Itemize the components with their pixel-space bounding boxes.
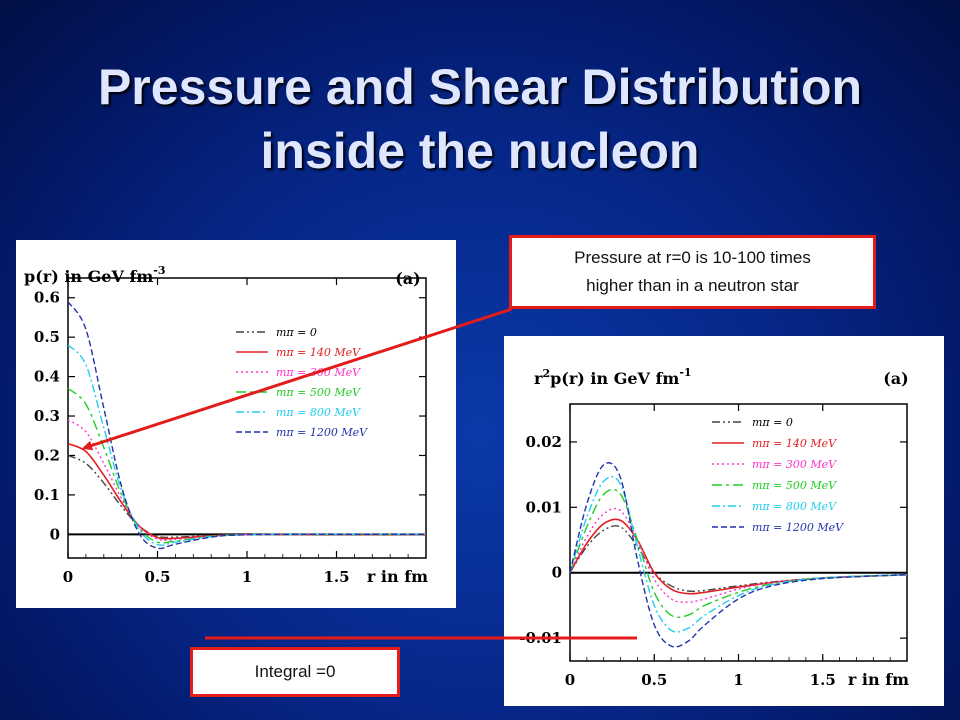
r2-pressure-chart: -0.01 0 0.01 0.02 0 0.5 1 1.5 r in fm r2p(r) in G… [519, 366, 909, 689]
series-line-m1200 [569, 462, 908, 648]
plot-frame [67, 277, 427, 559]
y-tick-label: 0.2 [34, 446, 60, 464]
pressure-callout: Pressure at r=0 is 10-100 times higher t… [509, 235, 876, 309]
x-tick-label: 0 [63, 568, 73, 586]
slide-title-line1: Pressure and Shear Distribution [97, 59, 863, 115]
y-tick-label: 0.1 [34, 486, 60, 504]
slide-title: Pressure and Shear Distribution inside t… [0, 55, 960, 183]
y-tick-label: 0.5 [34, 328, 60, 346]
x-tick-label: 0.5 [641, 671, 667, 689]
x-tick-label: 1.5 [810, 671, 836, 689]
y-tick-label: 0 [50, 525, 60, 543]
x-tick-label: 0 [565, 671, 575, 689]
x-axis-label: r in fm [848, 670, 909, 689]
x-axis-label: r in fm [367, 567, 428, 586]
legend-label-m800: mπ = 800 MeV [752, 500, 837, 513]
slide-title-line2: inside the nucleon [260, 123, 700, 179]
y-axis-label-exp: -3 [153, 264, 165, 277]
y-tick-label: 0.3 [34, 407, 60, 425]
legend-label-m300: mπ = 300 MeV [276, 366, 361, 379]
y-axis-label-sup: 2 [542, 367, 550, 380]
series-line-m800 [569, 475, 908, 633]
pressure-chart: 0 0.1 0.2 0.3 0.4 0.5 0.6 0 0.5 1 1.5 r in fm p(r) i… [24, 264, 428, 586]
legend-label-m0: mπ = 0 [276, 326, 317, 339]
series-line-m0 [569, 525, 908, 593]
x-tick-label: 1.5 [323, 568, 349, 586]
legend-label-m300: mπ = 300 MeV [752, 458, 837, 471]
y-axis-label: p(r) in GeV fm-3 [24, 264, 165, 286]
y-tick-label: 0.02 [525, 433, 562, 451]
series-line-m1200 [67, 301, 426, 550]
legend-label-m1200: mπ = 1200 MeV [276, 426, 368, 439]
series-line-m800 [67, 344, 426, 546]
x-tick-label: 1 [242, 568, 252, 586]
legend-label-m1200: mπ = 1200 MeV [752, 521, 844, 534]
legend-label-m500: mπ = 500 MeV [276, 386, 361, 399]
shear-chart-panel: -0.01 0 0.01 0.02 0 0.5 1 1.5 r in fm r2p(r) in G… [504, 336, 944, 706]
y-tick-label: 0.6 [34, 289, 60, 307]
x-tick-label: 0.5 [144, 568, 170, 586]
panel-label: (a) [395, 269, 421, 288]
y-tick-label: 0.01 [525, 498, 562, 516]
y-tick-label: 0 [552, 564, 562, 582]
panel-label: (a) [883, 369, 909, 388]
y-axis-label-main: p(r) in GeV fm [24, 267, 153, 286]
integral-callout-text: Integral =0 [254, 662, 336, 681]
y-tick-label: -0.01 [519, 629, 562, 647]
legend-label-m140: mπ = 140 MeV [752, 437, 837, 450]
pressure-callout-line2: higher than in a neutron star [586, 276, 799, 295]
series-line-m500 [569, 488, 908, 619]
integral-callout: Integral =0 [190, 647, 400, 697]
y-tick-label: 0.4 [34, 368, 60, 386]
legend-label-m140: mπ = 140 MeV [276, 346, 361, 359]
legend-label-m0: mπ = 0 [752, 416, 793, 429]
series-line-m0 [67, 454, 426, 539]
y-axis-label-exp: -1 [679, 366, 691, 379]
series-line-m140 [569, 518, 908, 595]
legend-label-m800: mπ = 800 MeV [276, 406, 361, 419]
x-tick-label: 1 [733, 671, 743, 689]
y-axis-label: r2p(r) in GeV fm-1 [534, 366, 692, 388]
y-axis-label-main: p(r) in GeV fm [550, 369, 679, 388]
pressure-chart-panel: 0 0.1 0.2 0.3 0.4 0.5 0.6 0 0.5 1 1.5 r in fm p(r) i… [16, 240, 456, 608]
series-line-m300 [67, 419, 426, 541]
series-line-m140 [67, 442, 426, 540]
series-line-m300 [569, 507, 908, 603]
pressure-callout-line1: Pressure at r=0 is 10-100 times [574, 248, 811, 267]
y-axis-label-r: r [534, 369, 543, 388]
legend-label-m500: mπ = 500 MeV [752, 479, 837, 492]
